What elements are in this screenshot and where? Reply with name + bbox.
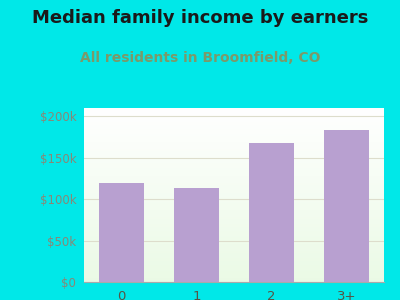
Text: All residents in Broomfield, CO: All residents in Broomfield, CO (80, 51, 320, 65)
Bar (174, 188, 219, 282)
Bar (249, 143, 294, 282)
Text: Median family income by earners: Median family income by earners (32, 9, 368, 27)
Bar (324, 130, 369, 282)
Bar (99, 183, 144, 282)
